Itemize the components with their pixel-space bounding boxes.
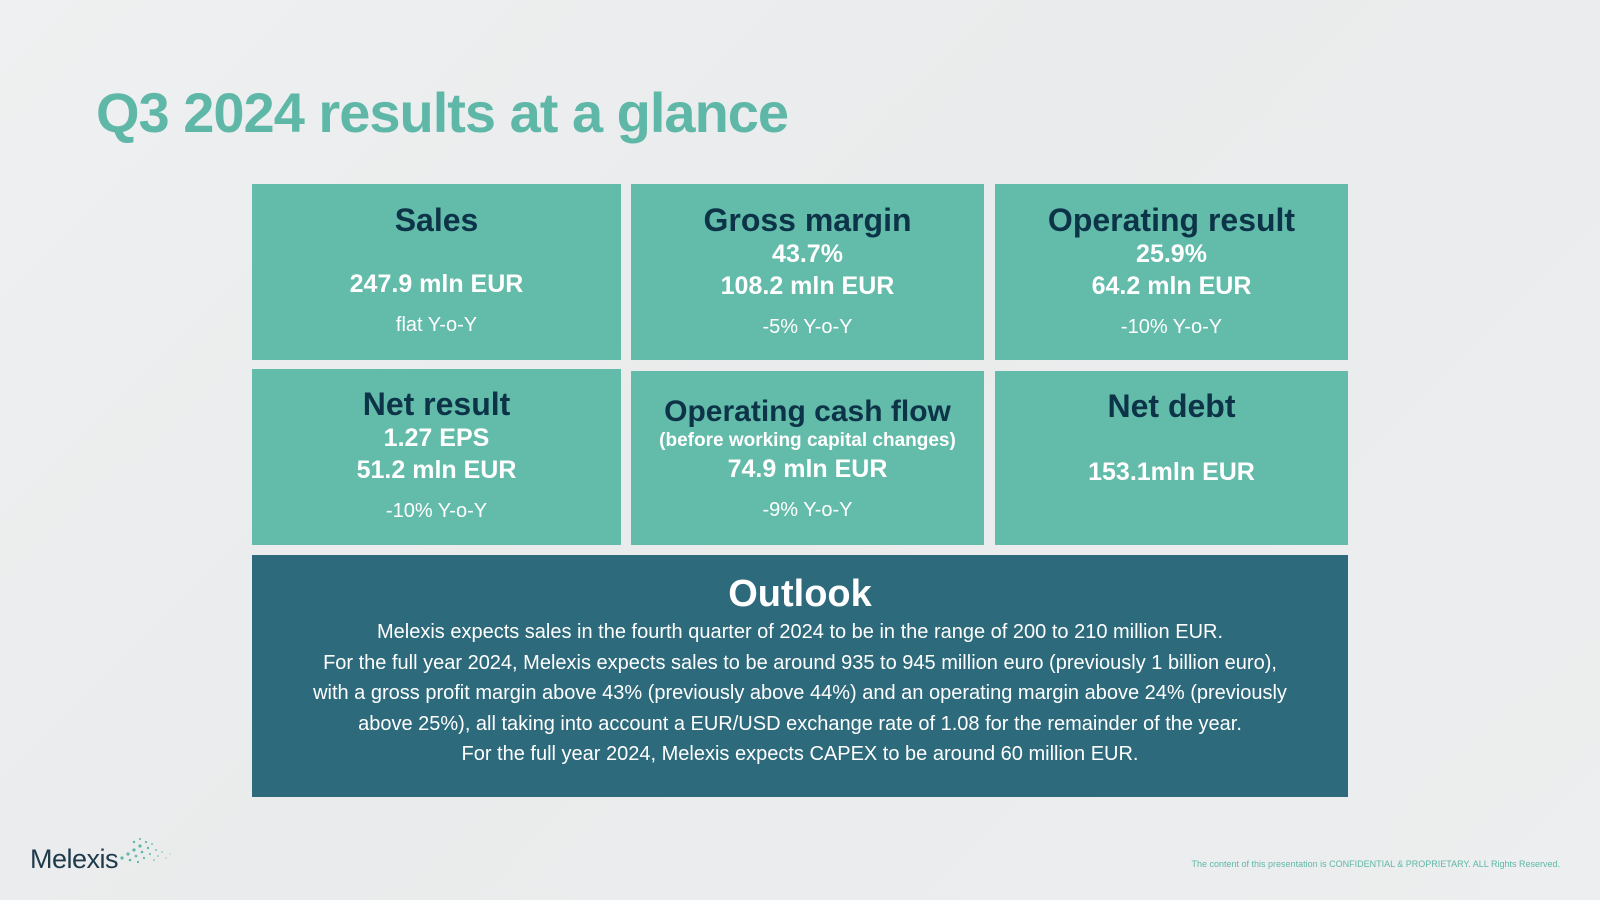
net-result-yoy: -10% Y-o-Y [385,500,488,522]
operating-cash-flow-subtitle: (before working capital changes) [659,430,956,451]
confidentiality-notice: The content of this presentation is CONF… [1191,859,1561,869]
operating-result-title: Operating result [1047,202,1296,238]
operating-result-tile: Operating result 25.9% 64.2 mln EUR -10%… [995,184,1348,360]
outlook-line: For the full year 2024, Melexis expects … [323,651,1277,674]
net-result-tile: Net result 1.27 EPS 51.2 mln EUR -10% Y-… [252,369,621,545]
net-result-title: Net result [362,386,511,422]
operating-cash-flow-title: Operating cash flow [664,395,951,428]
gross-margin-percent: 43.7% [772,240,843,268]
sales-title: Sales [394,202,479,238]
melexis-logo: Melexis [30,836,171,876]
outlook-line: Melexis expects sales in the fourth quar… [376,621,1224,643]
net-result-eps: 1.27 EPS [383,424,490,452]
outlook-title: Outlook [728,573,872,615]
outlook-line: above 25%), all taking into account a EU… [358,712,1242,735]
sales-tile: Sales 247.9 mln EUR flat Y-o-Y [252,184,621,360]
gross-margin-title: Gross margin [703,202,912,238]
sales-amount: 247.9 mln EUR [349,270,524,298]
operating-result-amount: 64.2 mln EUR [1091,272,1252,300]
operating-cash-flow-yoy: -9% Y-o-Y [762,499,853,521]
logo-dots-icon [120,838,171,864]
sales-yoy: flat Y-o-Y [395,314,478,336]
net-debt-amount: 153.1mln EUR [1088,458,1255,486]
net-debt-tile: Net debt 153.1mln EUR [995,371,1348,545]
net-debt-title: Net debt [1107,388,1236,424]
net-result-amount: 51.2 mln EUR [356,456,517,484]
operating-cash-flow-tile: Operating cash flow (before working capi… [631,371,984,545]
logo-wordmark: Melexis [30,844,119,874]
outlook-line: For the full year 2024, Melexis expects … [461,743,1139,765]
outlook-line: with a gross profit margin above 43% (pr… [313,682,1287,704]
page-title: Q3 2024 results at a glance [96,81,789,144]
gross-margin-yoy: -5% Y-o-Y [762,316,853,338]
operating-result-percent: 25.9% [1136,240,1207,268]
operating-result-yoy: -10% Y-o-Y [1120,316,1223,338]
gross-margin-amount: 108.2 mln EUR [720,272,895,300]
operating-cash-flow-amount: 74.9 mln EUR [727,455,888,483]
gross-margin-tile: Gross margin 43.7% 108.2 mln EUR -5% Y-o… [631,184,984,360]
outlook-panel: Outlook Melexis expects sales in the fou… [252,555,1348,797]
